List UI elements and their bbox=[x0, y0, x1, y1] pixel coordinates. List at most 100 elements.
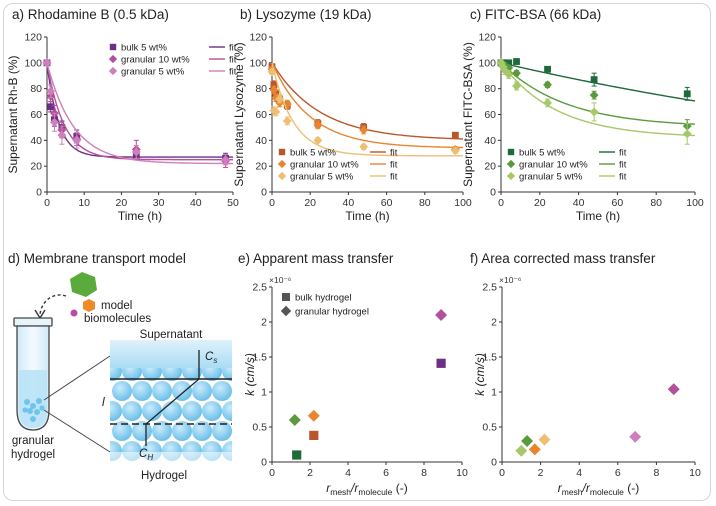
fit-curve bbox=[500, 62, 696, 137]
hydrogel-bead bbox=[132, 381, 152, 401]
legend-marker bbox=[282, 293, 290, 301]
legend-label: granular hydrogel bbox=[295, 307, 369, 318]
x-axis-label: Time (h) bbox=[118, 209, 162, 223]
ch-label: CH bbox=[139, 448, 153, 462]
zoom-line bbox=[43, 355, 111, 401]
hydrogel-bead bbox=[172, 421, 192, 441]
y-tick-label: 20 bbox=[255, 161, 267, 173]
x-axis-label: rmesh/rmolecule (-) bbox=[558, 481, 640, 497]
fit-curve bbox=[271, 62, 463, 157]
hydrogel-bead bbox=[202, 368, 222, 381]
x-tick-label: 80 bbox=[650, 197, 662, 209]
hydrogel-bead bbox=[110, 368, 122, 381]
y-tick-label: 20 bbox=[484, 161, 496, 173]
y-tick-label: 2 bbox=[491, 317, 497, 329]
y-tick-label: 60 bbox=[255, 109, 267, 121]
x-tick-label: 100 bbox=[686, 197, 704, 209]
y-axis-label: Supernatant Rh-B (%) bbox=[6, 55, 20, 173]
legend-marker bbox=[108, 66, 118, 76]
data-point bbox=[512, 68, 521, 78]
legend-fit-label: fit bbox=[229, 55, 237, 66]
data-point bbox=[436, 358, 446, 368]
hydrogel-bead bbox=[142, 368, 162, 381]
hydrogel-bead bbox=[182, 368, 202, 381]
y-tick-label: 0 bbox=[261, 457, 267, 469]
figure-frame bbox=[3, 3, 711, 501]
fit-curve bbox=[500, 62, 696, 125]
y-tick-label: 100 bbox=[24, 57, 42, 69]
hydrogel-bead bbox=[212, 381, 232, 401]
x-tick-label: 8 bbox=[653, 467, 659, 479]
y-tick-label: 1.5 bbox=[482, 352, 497, 364]
y-axis-label: Supernatant FITC-BSA (%) bbox=[461, 42, 475, 187]
data-point bbox=[513, 58, 520, 65]
hydrogel-label: Hydrogel bbox=[141, 470, 187, 482]
legend-label: granular 10 wt% bbox=[519, 160, 588, 171]
data-point bbox=[309, 430, 319, 440]
biomolecule-medium-icon bbox=[83, 299, 95, 312]
legend-label: bulk 5 wt% bbox=[519, 148, 565, 159]
legend-marker bbox=[109, 43, 117, 51]
data-point bbox=[629, 430, 642, 443]
y-tick-label: 2 bbox=[261, 317, 267, 329]
legend-fit-label: fit bbox=[390, 172, 398, 183]
x-tick-label: 10 bbox=[689, 467, 701, 479]
y-tick-label: 120 bbox=[24, 32, 42, 44]
model-label: model bbox=[101, 300, 132, 312]
data-point bbox=[683, 90, 691, 98]
x-tick-label: 4 bbox=[576, 467, 582, 479]
hydrogel-bead bbox=[192, 381, 212, 401]
chart-f: 0 2 4 6 8 10 0 0.5 1 1.5 2 2.5 k (cm/s) ×10⁻⁶ rmesh/rm… bbox=[473, 275, 701, 497]
y-tick-label: 100 bbox=[249, 57, 267, 69]
legend-marker bbox=[506, 159, 516, 169]
y-tick-label: 40 bbox=[484, 135, 496, 147]
data-point bbox=[47, 103, 55, 111]
y-tick-label: 80 bbox=[30, 83, 42, 95]
biomolecule-small-icon bbox=[70, 309, 78, 317]
hydrogel-bead bbox=[172, 381, 192, 401]
y-tick-label: 80 bbox=[484, 83, 496, 95]
legend-label: granular 10 wt% bbox=[290, 160, 359, 171]
data-point bbox=[359, 142, 369, 152]
legend-marker bbox=[507, 148, 515, 156]
data-point bbox=[270, 81, 278, 89]
x-tick-label: 40 bbox=[190, 197, 202, 209]
data-point bbox=[589, 107, 599, 117]
legend-marker bbox=[278, 148, 286, 156]
hydrogel-bead bbox=[152, 421, 172, 441]
y-tick-label: 120 bbox=[249, 32, 267, 44]
tube-label-hydrogel: hydrogel bbox=[11, 449, 55, 461]
data-point bbox=[538, 433, 551, 446]
x-tick-label: 0 bbox=[499, 467, 505, 479]
fit-curve bbox=[46, 62, 233, 158]
x-tick-label: 0 bbox=[44, 197, 50, 209]
data-point bbox=[543, 98, 552, 108]
data-point bbox=[292, 450, 302, 460]
biomolecules-label: biomolecules bbox=[84, 313, 151, 325]
y-tick-label: 0.5 bbox=[482, 422, 497, 434]
data-point bbox=[221, 155, 230, 165]
y-scale-label: ×10⁻⁶ bbox=[269, 275, 291, 285]
legend-marker bbox=[506, 171, 516, 181]
y-tick-label: 60 bbox=[484, 109, 496, 121]
data-point bbox=[313, 120, 323, 130]
hydrogel-bead bbox=[112, 381, 132, 401]
data-point bbox=[50, 117, 59, 127]
fit-curve bbox=[46, 62, 233, 161]
hydrogel-bead bbox=[222, 401, 232, 421]
data-point bbox=[288, 414, 301, 426]
x-tick-label: 40 bbox=[573, 197, 585, 209]
panel-c-title: c) FITC-BSA (66 kDa) bbox=[470, 7, 601, 22]
panel-b-title: b) Lysozyme (19 kDa) bbox=[240, 7, 372, 22]
legend-marker bbox=[277, 159, 287, 169]
y-tick-label: 0.5 bbox=[252, 422, 267, 434]
x-tick-label: 20 bbox=[534, 197, 546, 209]
x-tick-label: 80 bbox=[419, 197, 431, 209]
x-tick-label: 6 bbox=[383, 467, 389, 479]
legend-marker bbox=[277, 171, 287, 181]
y-tick-label: 2.5 bbox=[252, 282, 267, 294]
y-tick-label: 1 bbox=[491, 387, 497, 399]
supernatant-region bbox=[110, 340, 232, 368]
